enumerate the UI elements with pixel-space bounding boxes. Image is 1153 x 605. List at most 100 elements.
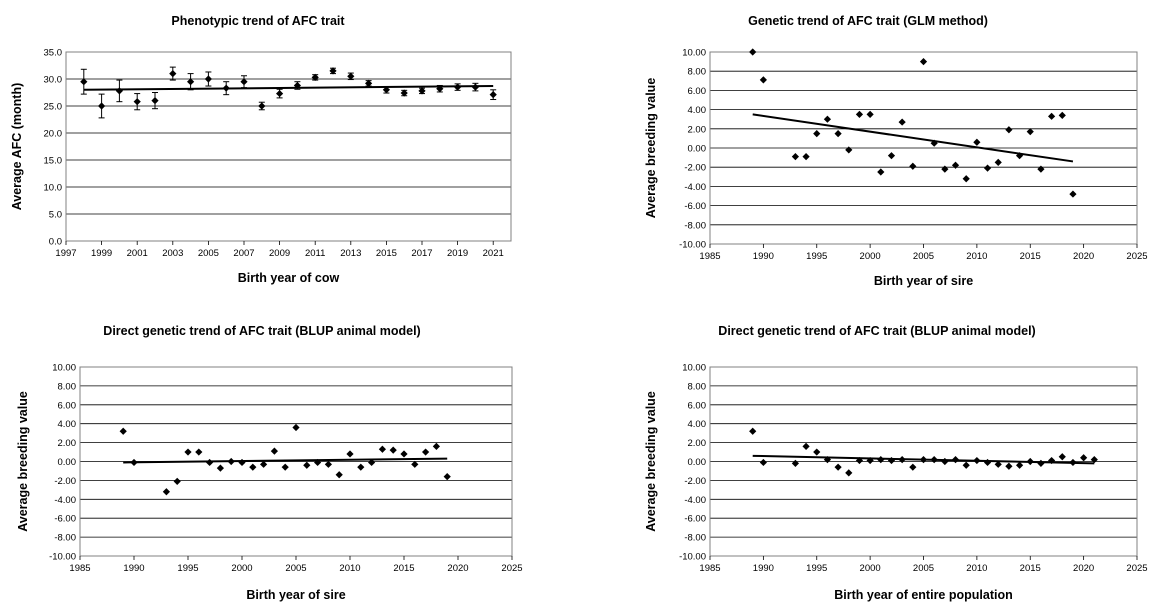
data-point	[877, 456, 885, 464]
chart-3: Direct genetic trend of AFC trait (BLUP …	[16, 324, 523, 602]
y-axis-label: Average breeding value	[16, 391, 30, 532]
data-point	[930, 139, 938, 147]
data-point	[941, 457, 949, 466]
x-tick-label: 2010	[966, 563, 987, 574]
y-tick-label: -2.00	[684, 476, 706, 487]
x-tick-label: 2020	[1073, 563, 1094, 574]
data-point	[887, 152, 896, 160]
data-point	[184, 448, 192, 456]
x-tick-label: 2001	[127, 248, 148, 259]
data-point	[930, 456, 938, 464]
x-tick-label: 2015	[1020, 563, 1041, 574]
data-point	[994, 460, 1002, 468]
data-point	[973, 456, 981, 465]
x-tick-label: 2000	[860, 563, 881, 574]
y-tick-label: -10.00	[679, 240, 706, 251]
data-point	[1058, 111, 1066, 119]
data-point	[791, 459, 799, 467]
x-tick-label: 2010	[966, 251, 987, 262]
x-tick-label: 2025	[1126, 563, 1147, 574]
data-point	[834, 130, 842, 138]
data-point	[1005, 126, 1013, 134]
x-tick-label: 2005	[198, 248, 219, 259]
trend-line	[83, 85, 494, 91]
data-point	[866, 110, 874, 118]
x-tick-label: 1990	[753, 251, 774, 262]
x-tick-label: 2020	[447, 563, 468, 574]
y-tick-label: 10.00	[682, 363, 706, 374]
y-tick-label: 10.0	[44, 183, 63, 194]
data-point	[418, 87, 426, 95]
y-tick-label: -10.00	[49, 552, 76, 563]
chart-1: Phenotypic trend of AFC trait 0.0 5.0 10.0 1…	[10, 14, 512, 285]
y-tick-label: 2.00	[688, 124, 707, 135]
data-point	[324, 460, 332, 468]
y-axis-label: Average AFC (month)	[10, 83, 24, 211]
data-point	[951, 161, 960, 169]
y-tick-label: -6.00	[684, 514, 706, 525]
chart-title: Direct genetic trend of AFC trait (BLUP …	[718, 324, 1035, 338]
y-tick-label: -8.00	[684, 533, 706, 544]
data-point	[749, 427, 757, 435]
y-axis-label: Average breeding value	[644, 78, 658, 219]
data-point	[749, 48, 757, 56]
y-tick-label: 10.00	[682, 48, 706, 59]
data-point	[238, 458, 246, 467]
x-tick-label: 2009	[269, 248, 290, 259]
data-point	[845, 146, 853, 154]
y-tick-label: 0.00	[688, 144, 707, 155]
x-tick-label: 2005	[285, 563, 306, 574]
data-point	[951, 456, 960, 464]
data-point	[443, 473, 451, 481]
y-tick-label: 15.0	[44, 156, 63, 167]
data-point	[400, 89, 408, 97]
x-axis-label: Birth year of sire	[874, 274, 973, 288]
x-tick-label: 2011	[305, 248, 325, 259]
data-point	[802, 442, 810, 450]
data-point	[1015, 461, 1024, 469]
data-point	[855, 110, 864, 118]
x-tick-label: 2007	[233, 248, 254, 259]
data-point	[281, 463, 289, 471]
data-point	[216, 464, 224, 472]
data-point	[994, 158, 1002, 166]
data-point	[346, 450, 354, 458]
x-tick-label: 1985	[699, 251, 720, 262]
data-point	[1015, 152, 1024, 160]
data-point	[845, 469, 853, 477]
data-point	[382, 86, 390, 94]
x-tick-label: 1990	[753, 563, 774, 574]
data-point	[187, 78, 195, 86]
y-tick-label: -8.00	[684, 220, 706, 231]
data-point	[368, 458, 376, 467]
data-point	[293, 81, 301, 90]
y-tick-label: 8.00	[58, 381, 77, 392]
data-point	[329, 67, 337, 75]
y-tick-label: 35.0	[44, 48, 63, 59]
data-point	[303, 461, 311, 469]
y-tick-label: 0.00	[688, 457, 707, 468]
x-tick-label: 2025	[1126, 251, 1147, 262]
y-tick-label: 5.0	[49, 210, 62, 221]
trend-line	[752, 113, 1074, 163]
data-point	[347, 72, 355, 80]
x-tick-label: 1985	[69, 563, 90, 574]
data-point	[1037, 459, 1045, 467]
x-tick-label: 2005	[913, 563, 934, 574]
data-point	[276, 89, 284, 98]
data-point	[802, 153, 810, 161]
data-point	[898, 456, 906, 464]
data-point	[195, 448, 203, 456]
x-tick-label: 1995	[806, 563, 827, 574]
data-point	[115, 87, 123, 95]
y-tick-label: 8.00	[688, 67, 707, 78]
y-tick-label: 4.00	[688, 419, 707, 430]
data-point	[855, 456, 864, 465]
x-tick-label: 2000	[860, 251, 881, 262]
data-point	[260, 460, 268, 468]
data-point	[206, 458, 214, 467]
data-point	[919, 58, 928, 66]
data-point	[471, 83, 479, 91]
data-point	[983, 458, 992, 467]
y-tick-label: 2.00	[58, 438, 77, 449]
